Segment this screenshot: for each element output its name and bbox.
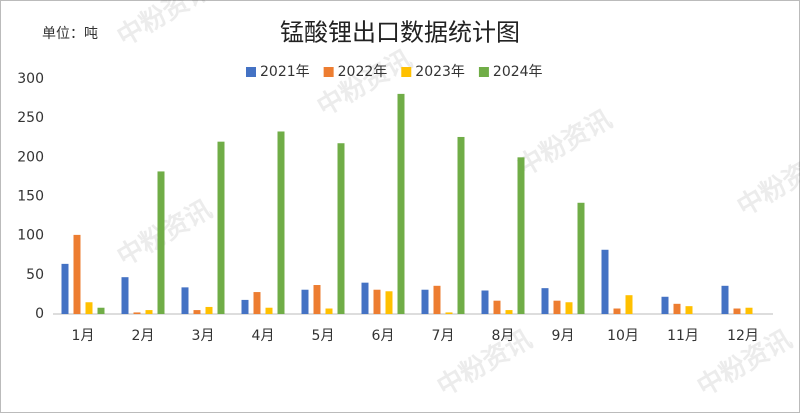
x-tick-label: 2月: [132, 328, 155, 344]
bar: [73, 234, 81, 314]
bar: [133, 312, 141, 314]
unit-label: 单位：吨: [42, 26, 98, 42]
legend-swatch: [478, 67, 489, 77]
bar: [97, 307, 105, 314]
bar: [733, 308, 741, 314]
x-tick-label: 12月: [727, 328, 759, 344]
bar: [457, 136, 465, 314]
x-tick-label: 5月: [312, 328, 335, 344]
bar: [433, 285, 441, 314]
x-tick-label: 1月: [72, 328, 95, 344]
bar: [397, 93, 405, 314]
bar: [121, 277, 129, 314]
bar: [325, 308, 333, 314]
legend-swatch: [401, 67, 412, 77]
bar: [241, 299, 249, 314]
chart-title: 锰酸锂出口数据统计图: [280, 19, 520, 47]
bar: [517, 157, 525, 314]
bar: [157, 171, 165, 314]
legend-swatch: [323, 67, 334, 77]
x-tick-label: 4月: [252, 328, 275, 344]
bar: [301, 289, 309, 314]
legend-label: 2021年: [260, 64, 310, 80]
x-tick-label: 7月: [432, 328, 455, 344]
bar: [481, 290, 489, 314]
bar: [361, 282, 369, 314]
x-tick-label: 3月: [192, 328, 215, 344]
bar: [445, 312, 453, 314]
x-tick-label: 10月: [607, 328, 639, 344]
bar: [385, 291, 393, 314]
bar: [373, 289, 381, 314]
legend-label: 2023年: [415, 64, 465, 80]
bar: [181, 287, 189, 314]
bar: [421, 289, 429, 314]
y-tick-label: 150: [17, 189, 44, 205]
bar: [61, 263, 69, 314]
bar: [217, 141, 225, 314]
y-tick-label: 300: [17, 71, 44, 87]
bar: [721, 285, 729, 314]
bar: [337, 143, 345, 314]
y-tick-label: 0: [35, 306, 44, 322]
bar: [541, 288, 549, 314]
legend-label: 2024年: [493, 64, 543, 80]
x-tick-label: 11月: [667, 328, 699, 344]
legend-swatch: [246, 67, 256, 77]
bar: [205, 306, 213, 314]
bar: [145, 310, 153, 314]
x-tick-label: 8月: [492, 328, 515, 344]
y-tick-label: 100: [17, 228, 44, 244]
bar: [253, 292, 261, 314]
bar: [313, 285, 321, 314]
bar: [505, 310, 513, 314]
x-tick-label: 6月: [372, 328, 395, 344]
bar: [265, 307, 273, 314]
bar: [685, 306, 693, 314]
y-tick-label: 200: [17, 149, 44, 165]
bar: [277, 131, 285, 314]
bar: [601, 249, 609, 314]
bar: [625, 295, 633, 314]
bar: [577, 202, 585, 314]
bar: [565, 302, 573, 314]
bar: [493, 300, 501, 314]
x-tick-label: 9月: [552, 328, 575, 344]
bar: [673, 303, 681, 314]
bar: [661, 296, 669, 314]
legend-label: 2022年: [338, 64, 388, 80]
y-tick-label: 250: [17, 110, 44, 126]
bar: [553, 300, 561, 314]
y-tick-label: 50: [26, 267, 44, 283]
bar: [85, 302, 93, 314]
bar: [193, 310, 201, 314]
bar: [745, 307, 753, 314]
bar: [613, 308, 621, 314]
